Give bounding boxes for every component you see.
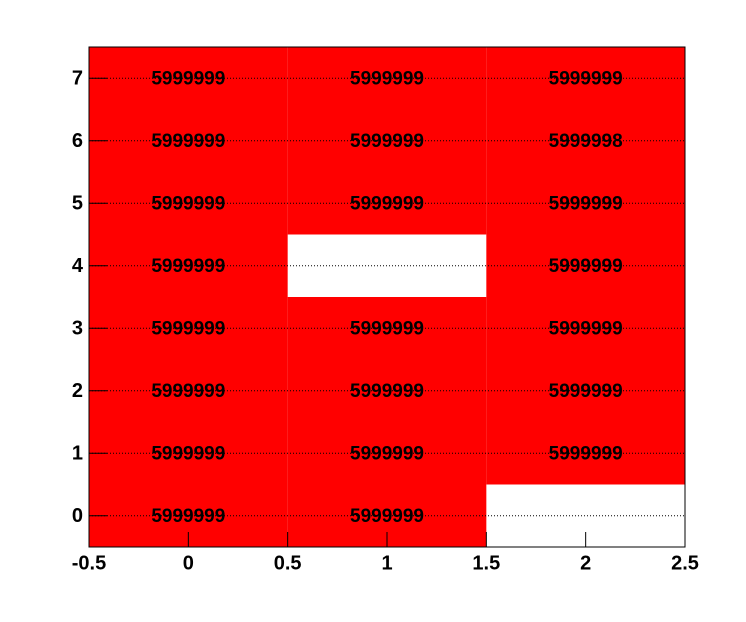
y-tick-label: 2: [72, 380, 83, 402]
x-tick-label: 2: [580, 552, 591, 574]
cell-label: 5999999: [350, 506, 424, 527]
cell: [486, 359, 685, 422]
cell-label: 5999999: [151, 193, 225, 214]
cell-label: 5999999: [350, 381, 424, 402]
x-tick-label: 0.5: [274, 552, 302, 574]
cell: [486, 109, 685, 172]
y-tick-label: 6: [72, 130, 83, 152]
y-tick-label: 4: [72, 255, 84, 277]
cell-label: 5999999: [151, 443, 225, 464]
x-tick-label: 1.5: [472, 552, 500, 574]
cell-label: 5999999: [549, 68, 623, 89]
cell-label: 5999999: [151, 318, 225, 339]
cell-label: 5999999: [350, 131, 424, 152]
cell-label: 5999999: [151, 68, 225, 89]
y-tick-label: 1: [72, 443, 83, 465]
cell-label: 5999999: [549, 381, 623, 402]
cell-label: 5999999: [350, 68, 424, 89]
cell-label: 5999999: [350, 443, 424, 464]
cell: [486, 47, 685, 110]
cell-label: 5999999: [549, 318, 623, 339]
x-tick-label: 2.5: [671, 552, 699, 574]
cell-label: 5999999: [151, 256, 225, 277]
x-tick-label: 1: [381, 552, 392, 574]
y-tick-label: 5: [72, 193, 83, 215]
cell-label: 5999999: [350, 318, 424, 339]
y-tick-label: 3: [72, 318, 83, 340]
x-tick-label: -0.5: [72, 552, 106, 574]
cell: [486, 172, 685, 235]
cell-label: 5999999: [151, 131, 225, 152]
y-tick-label: 0: [72, 505, 83, 527]
x-tick-label: 0: [183, 552, 194, 574]
cell-label: 5999999: [350, 193, 424, 214]
cell-label: 5999999: [549, 443, 623, 464]
cell-label: 5999999: [151, 381, 225, 402]
y-tick-label: 7: [72, 68, 83, 90]
cell: [486, 422, 685, 485]
cell-label: 5999998: [549, 131, 623, 152]
cell-label: 5999999: [151, 506, 225, 527]
cell: [486, 297, 685, 360]
cell-label: 5999999: [549, 193, 623, 214]
cell-label: 5999999: [549, 256, 623, 277]
cell: [486, 234, 685, 297]
